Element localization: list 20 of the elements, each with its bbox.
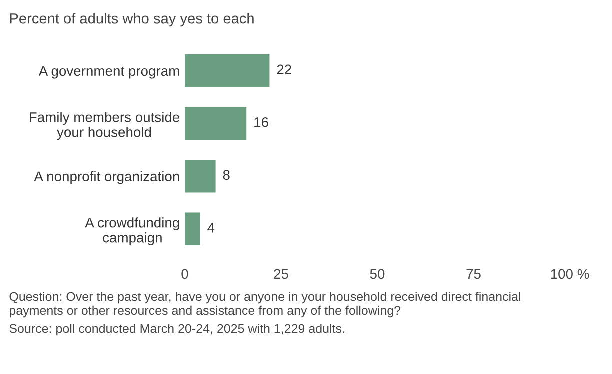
data-label: 16	[254, 118, 268, 128]
bar	[185, 212, 200, 246]
x-tick-label: 0	[182, 269, 188, 280]
y-tick-label: A nonprofit organization	[34, 171, 180, 184]
source-note: Source: poll conducted March 20-24, 2025 with 1,229 adults.	[10, 324, 344, 336]
bar	[185, 107, 247, 140]
data-label: 22	[277, 64, 292, 74]
bar	[185, 160, 216, 193]
text: Question: Over the past year, have you or anyone in your household received direct financial payments or other resources and assistance from any of the following?	[10, 292, 520, 318]
chart-subtitle: Percent of adults who say yes to each	[10, 13, 254, 27]
y-tick-label: Family members outside your household	[30, 112, 180, 140]
y-tick-label: A crowdfunding campaign	[85, 218, 180, 246]
x-tick-label: 25	[274, 269, 288, 280]
data-label: 8	[223, 170, 230, 180]
y-tick-label: A government program	[38, 66, 180, 79]
x-tick-label: 75	[466, 269, 481, 280]
x-tick-label: 100 %	[551, 269, 590, 280]
x-tick-label: 50	[370, 269, 385, 280]
data-label: 4	[208, 223, 215, 233]
bar	[185, 54, 270, 88]
